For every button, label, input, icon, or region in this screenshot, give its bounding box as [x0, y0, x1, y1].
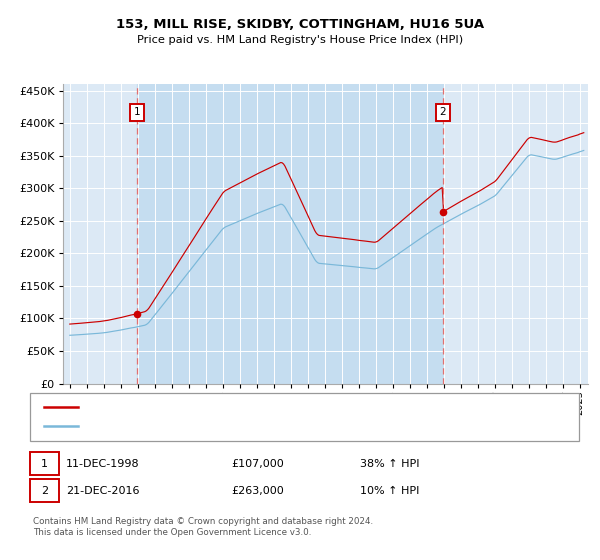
Bar	[137, 84, 443, 384]
Text: 10% ↑ HPI: 10% ↑ HPI	[360, 486, 419, 496]
Text: 1: 1	[134, 108, 140, 118]
Text: 1: 1	[41, 459, 48, 469]
Text: 2: 2	[41, 486, 48, 496]
Text: 11-DEC-1998: 11-DEC-1998	[66, 459, 140, 469]
Text: 38% ↑ HPI: 38% ↑ HPI	[360, 459, 419, 469]
Text: HPI: Average price, detached house, East Riding of Yorkshire: HPI: Average price, detached house, East…	[83, 422, 385, 431]
Text: Contains HM Land Registry data © Crown copyright and database right 2024.
This d: Contains HM Land Registry data © Crown c…	[33, 517, 373, 537]
Text: 153, MILL RISE, SKIDBY, COTTINGHAM, HU16 5UA: 153, MILL RISE, SKIDBY, COTTINGHAM, HU16…	[116, 18, 484, 31]
Text: £263,000: £263,000	[231, 486, 284, 496]
Text: 21-DEC-2016: 21-DEC-2016	[66, 486, 139, 496]
Text: £107,000: £107,000	[231, 459, 284, 469]
Text: 153, MILL RISE, SKIDBY, COTTINGHAM, HU16 5UA (detached house): 153, MILL RISE, SKIDBY, COTTINGHAM, HU16…	[83, 402, 421, 412]
Text: 2: 2	[440, 108, 446, 118]
Text: Price paid vs. HM Land Registry's House Price Index (HPI): Price paid vs. HM Land Registry's House …	[137, 35, 463, 45]
